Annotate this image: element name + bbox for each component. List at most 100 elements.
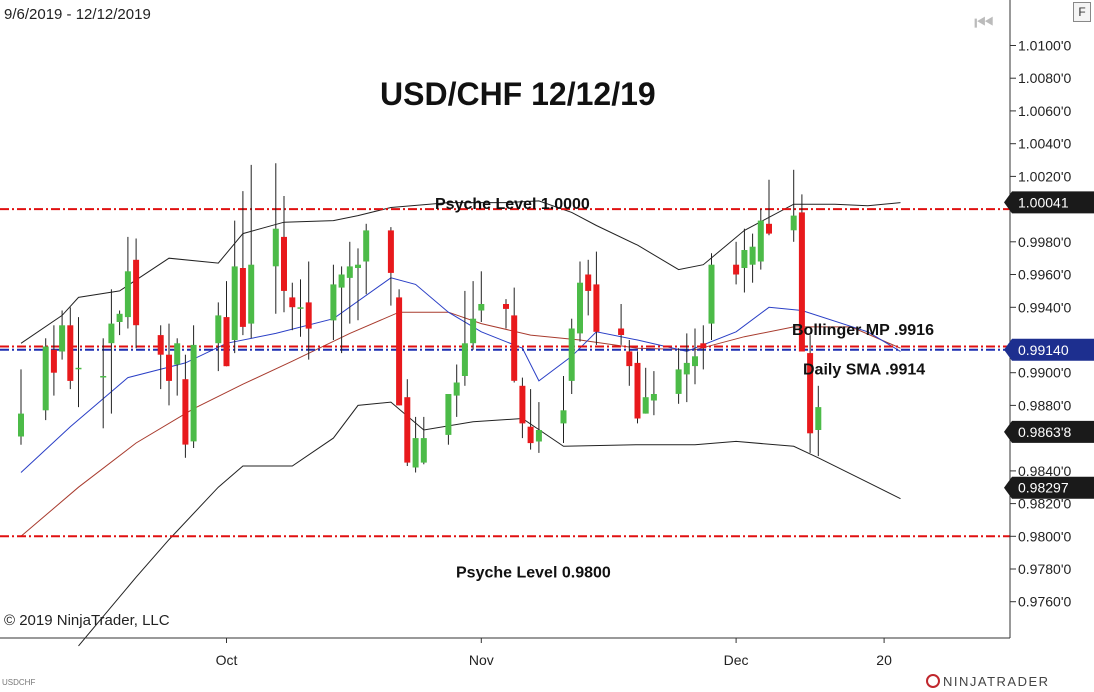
candle-body xyxy=(215,315,222,344)
candle-body xyxy=(535,430,542,442)
y-tick-label: 0.9780'0 xyxy=(1018,561,1071,577)
candle-body xyxy=(133,259,140,326)
candle-body xyxy=(511,315,518,381)
candle-body xyxy=(708,264,715,324)
price-tag xyxy=(1004,191,1094,214)
y-tick-label: 1.0100'0 xyxy=(1018,38,1071,54)
candle-body xyxy=(642,397,649,414)
y-tick-label: 0.9880'0 xyxy=(1018,397,1071,413)
sma-line xyxy=(20,277,901,473)
candle-body xyxy=(650,394,657,401)
candle-body xyxy=(749,246,756,265)
bollinger-upper-line xyxy=(20,200,901,344)
candle-body xyxy=(330,284,337,321)
candle-body xyxy=(733,264,740,275)
y-tick-label: 1.0020'0 xyxy=(1018,168,1071,184)
y-tick-label: 0.9900'0 xyxy=(1018,365,1071,381)
candle-body xyxy=(50,349,57,373)
candle-body xyxy=(404,397,411,463)
instrument-symbol: USDCHF xyxy=(2,678,36,687)
candle-body xyxy=(618,328,625,335)
candle-body xyxy=(798,212,805,352)
y-tick-label: 1.0080'0 xyxy=(1018,70,1071,86)
candle-body xyxy=(503,304,509,309)
candle-body xyxy=(478,304,485,311)
price-tag-label: 0.9863'8 xyxy=(1018,424,1071,440)
x-tick-label: Nov xyxy=(469,652,494,668)
candle-body xyxy=(297,307,304,309)
candle-body xyxy=(166,354,172,381)
candle-body xyxy=(675,369,682,394)
candle-body xyxy=(692,356,698,367)
x-tick-label: Oct xyxy=(216,652,238,668)
candle-body xyxy=(815,407,822,430)
candle-body xyxy=(445,394,452,435)
logo-mark-icon xyxy=(926,674,940,688)
candle-body xyxy=(157,335,164,355)
annotation-label: Bollinger MP .9916 xyxy=(792,322,934,339)
candle-body xyxy=(124,271,131,318)
copyright-text: © 2019 NinjaTrader, LLC xyxy=(4,612,170,629)
price-tag xyxy=(1004,420,1094,443)
candle-body xyxy=(626,351,633,367)
candle-body xyxy=(305,302,312,329)
candle-body xyxy=(519,385,526,424)
y-tick-label: 0.9960'0 xyxy=(1018,267,1071,283)
price-tag-label: 0.99140 xyxy=(1018,342,1069,358)
candle-body xyxy=(634,362,641,419)
candle-body xyxy=(527,426,534,444)
y-tick-label: 0.9940'0 xyxy=(1018,299,1071,315)
candle-body xyxy=(67,325,74,381)
candle-body xyxy=(560,410,567,424)
candle-body xyxy=(174,343,181,365)
annotation-label: Daily SMA .9914 xyxy=(803,361,925,378)
ninjatrader-logo: NINJATRADER xyxy=(926,674,1050,689)
logo-text: NINJATRADER xyxy=(943,674,1050,689)
candle-body xyxy=(593,284,600,332)
candle-body xyxy=(281,236,287,291)
candle-body xyxy=(363,230,370,262)
x-tick-label: 20 xyxy=(876,652,892,668)
candle-body xyxy=(568,328,575,381)
bollinger-lower-line xyxy=(78,401,901,647)
annotation-label: Psyche Level 0.9800 xyxy=(456,564,611,581)
chart-title: USD/CHF 12/12/19 xyxy=(380,76,656,112)
candle-body xyxy=(190,344,197,442)
candle-body xyxy=(700,343,707,349)
candle-body xyxy=(453,382,460,396)
candle-body xyxy=(412,438,419,468)
candle-body xyxy=(59,325,66,352)
candle-body xyxy=(100,376,107,378)
y-tick-label: 0.9980'0 xyxy=(1018,234,1071,250)
candle-body xyxy=(577,282,583,334)
candle-body xyxy=(18,413,24,437)
candle-body xyxy=(108,323,115,344)
candle-body xyxy=(346,266,353,278)
annotation-label: Psyche Level 1.0000 xyxy=(435,196,590,213)
candle-body xyxy=(420,438,427,463)
y-tick-label: 0.9820'0 xyxy=(1018,496,1071,512)
y-tick-label: 1.0040'0 xyxy=(1018,136,1071,152)
candle-body xyxy=(239,268,246,327)
price-tag-label: 1.00041 xyxy=(1018,194,1069,210)
candle-body xyxy=(116,313,123,322)
candle-body xyxy=(461,343,468,376)
candle-body xyxy=(396,297,403,406)
candle-body xyxy=(766,223,772,234)
candle-body xyxy=(470,318,477,344)
f-toggle-button[interactable]: F xyxy=(1073,2,1091,22)
candle-body xyxy=(757,220,764,262)
x-tick-label: Dec xyxy=(724,652,749,668)
candle-body xyxy=(807,353,814,434)
price-tag-label: 0.98297 xyxy=(1018,480,1069,496)
candle-body xyxy=(338,274,345,288)
price-tag xyxy=(1004,338,1094,361)
candle-body xyxy=(289,297,296,308)
candle-body xyxy=(75,367,82,370)
candle-body xyxy=(585,274,592,291)
candle-body xyxy=(182,379,189,445)
jump-to-start-icon[interactable]: ⏮ xyxy=(974,10,994,35)
y-tick-label: 0.9840'0 xyxy=(1018,463,1071,479)
price-tag xyxy=(1004,476,1094,499)
